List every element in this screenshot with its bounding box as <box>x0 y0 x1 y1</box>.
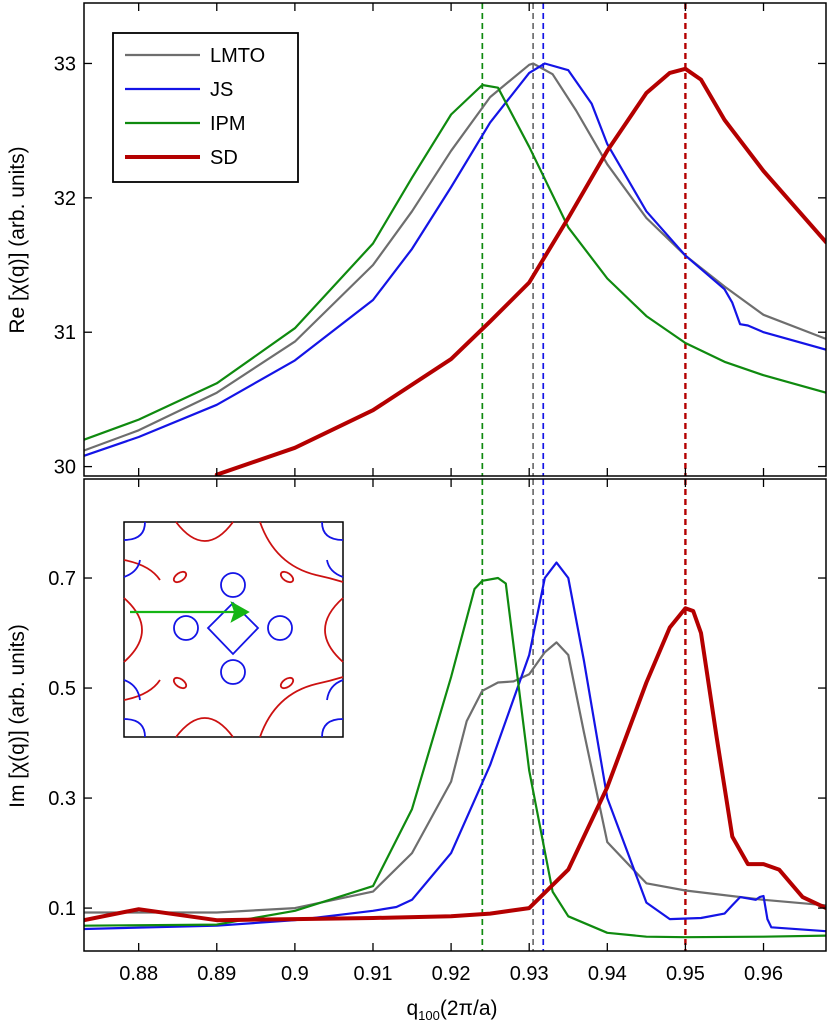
inset-blue-corner-bl <box>123 718 146 738</box>
bot-ytick-label: 0.1 <box>48 898 76 920</box>
bottom-xtick-label: 0.95 <box>666 963 705 985</box>
top-ylabel: Re [χ(q)] (arb. units) <box>6 146 29 333</box>
fermi-surface-inset <box>123 521 344 738</box>
top-ytick-label: 30 <box>54 457 76 479</box>
inset-blue-pocket <box>173 615 199 641</box>
inset-blue-arc-br <box>326 679 344 701</box>
legend-label-sd: SD <box>210 147 238 169</box>
bot-series-sd <box>84 606 826 923</box>
bottom-xtick-label: 0.92 <box>432 963 471 985</box>
inset-blue-corner-br <box>321 718 344 738</box>
bot-ytick-label: 0.5 <box>48 678 76 700</box>
inset-red-br <box>259 676 344 738</box>
top-series-js <box>84 62 826 457</box>
bottom-panel: 0.1 0.3 0.5 0.7 0.88 0.89 0.9 0.91 0.92 0.93 0.94 0… <box>6 478 827 1023</box>
bot-ytick-label: 0.3 <box>48 788 76 810</box>
inset-red-arc-left <box>123 597 143 663</box>
bottom-xtick-label: 0.93 <box>510 963 549 985</box>
inset-arrow-head <box>230 601 250 623</box>
inset-blue-corner-tl <box>123 521 146 541</box>
inset-red-arc-right <box>324 597 344 663</box>
top-ytick-label: 31 <box>54 322 76 344</box>
inset-red-arc-top <box>175 521 234 542</box>
bottom-xtick-label: 0.91 <box>354 963 393 985</box>
inset-blue-pocket <box>220 659 246 685</box>
inset-red-bl <box>123 679 161 701</box>
inset-blue-arc-tr <box>326 559 344 578</box>
inset-red-pocket <box>172 676 188 690</box>
inset-frame <box>123 521 344 738</box>
top-ytick-label: 32 <box>54 188 76 210</box>
inset-blue-pocket <box>220 572 246 598</box>
legend: LMTO JS IPM SD <box>112 32 299 183</box>
inset-red-tr-top <box>259 521 344 583</box>
inset-blue-corner-tr <box>321 521 344 541</box>
inset-blue-arc-tl <box>123 559 141 578</box>
inset-blue-pocket <box>267 615 293 641</box>
bot-series-js <box>84 561 826 933</box>
inset-red-pocket <box>172 570 188 584</box>
bot-series-ipm <box>84 576 826 939</box>
bot-ytick-label: 0.7 <box>48 568 76 590</box>
inset-red-tl <box>123 559 161 581</box>
bottom-xtick-label: 0.96 <box>744 963 783 985</box>
top-ytick-label: 33 <box>54 53 76 75</box>
legend-label-lmto: LMTO <box>210 45 265 67</box>
legend-label-ipm: IPM <box>210 113 246 135</box>
inset-blue-diamond <box>206 601 260 656</box>
top-series-ipm <box>84 83 826 441</box>
top-axes-frame <box>83 2 827 477</box>
bottom-xtick-label: 0.88 <box>119 963 158 985</box>
inset-red-pocket <box>279 676 295 690</box>
inset-red-pocket <box>279 570 295 584</box>
legend-label-js: JS <box>210 79 233 101</box>
top-panel: 30 31 32 33 Re [χ(q)] (arb. units) LMTO JS IP… <box>6 2 827 479</box>
inset-red-arc-bottom <box>175 717 234 738</box>
bottom-xtick-label: 0.94 <box>588 963 627 985</box>
bottom-xtick-label: 0.9 <box>281 963 309 985</box>
bottom-ylabel: Im [χ(q)] (arb. units) <box>6 624 29 808</box>
bottom-axes-frame <box>83 478 827 952</box>
top-series-sd <box>214 66 826 476</box>
inset-blue-arc-bl <box>123 679 141 701</box>
bottom-xlabel: q100(2π/a) <box>406 997 497 1023</box>
bottom-xtick-label: 0.89 <box>197 963 236 985</box>
